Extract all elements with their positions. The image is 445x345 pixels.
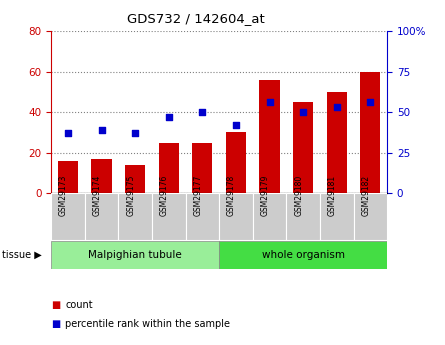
Text: percentile rank within the sample: percentile rank within the sample bbox=[65, 319, 231, 328]
Text: GSM29174: GSM29174 bbox=[93, 175, 101, 216]
Bar bbox=[159, 142, 179, 193]
Bar bbox=[152, 193, 186, 240]
Bar bbox=[85, 193, 118, 240]
Point bbox=[199, 109, 206, 115]
Bar bbox=[186, 193, 219, 240]
Bar bbox=[51, 193, 85, 240]
Text: GSM29178: GSM29178 bbox=[227, 175, 236, 216]
Text: tissue ▶: tissue ▶ bbox=[2, 250, 42, 260]
Text: GSM29179: GSM29179 bbox=[261, 175, 270, 216]
Bar bbox=[360, 71, 380, 193]
Text: Malpighian tubule: Malpighian tubule bbox=[88, 250, 182, 260]
Bar bbox=[320, 193, 354, 240]
Bar bbox=[353, 193, 387, 240]
Bar bbox=[118, 193, 152, 240]
Point bbox=[333, 105, 340, 110]
Bar bbox=[92, 159, 112, 193]
Bar bbox=[219, 193, 253, 240]
Bar bbox=[192, 142, 212, 193]
Text: ■: ■ bbox=[51, 300, 61, 310]
Text: GSM29181: GSM29181 bbox=[328, 175, 337, 216]
Point bbox=[299, 109, 307, 115]
Point bbox=[98, 127, 105, 133]
Bar bbox=[293, 102, 313, 193]
Bar bbox=[253, 193, 287, 240]
Point bbox=[266, 100, 273, 105]
Point bbox=[165, 114, 172, 120]
Point bbox=[232, 122, 239, 128]
Text: count: count bbox=[65, 300, 93, 310]
Bar bbox=[287, 193, 320, 240]
Text: whole organism: whole organism bbox=[262, 250, 345, 260]
Bar bbox=[51, 241, 219, 269]
Bar bbox=[327, 92, 347, 193]
Text: GSM29176: GSM29176 bbox=[160, 175, 169, 216]
Text: GSM29175: GSM29175 bbox=[126, 175, 135, 216]
Bar bbox=[58, 161, 78, 193]
Bar bbox=[219, 241, 387, 269]
Point bbox=[367, 100, 374, 105]
Bar bbox=[259, 80, 279, 193]
Text: GSM29177: GSM29177 bbox=[194, 175, 202, 216]
Point bbox=[65, 130, 72, 136]
Text: GDS732 / 142604_at: GDS732 / 142604_at bbox=[127, 12, 265, 25]
Text: ■: ■ bbox=[51, 319, 61, 328]
Point bbox=[132, 130, 139, 136]
Text: GSM29173: GSM29173 bbox=[59, 175, 68, 216]
Bar bbox=[226, 132, 246, 193]
Text: GSM29180: GSM29180 bbox=[294, 175, 303, 216]
Text: GSM29182: GSM29182 bbox=[361, 175, 370, 216]
Bar bbox=[125, 165, 145, 193]
